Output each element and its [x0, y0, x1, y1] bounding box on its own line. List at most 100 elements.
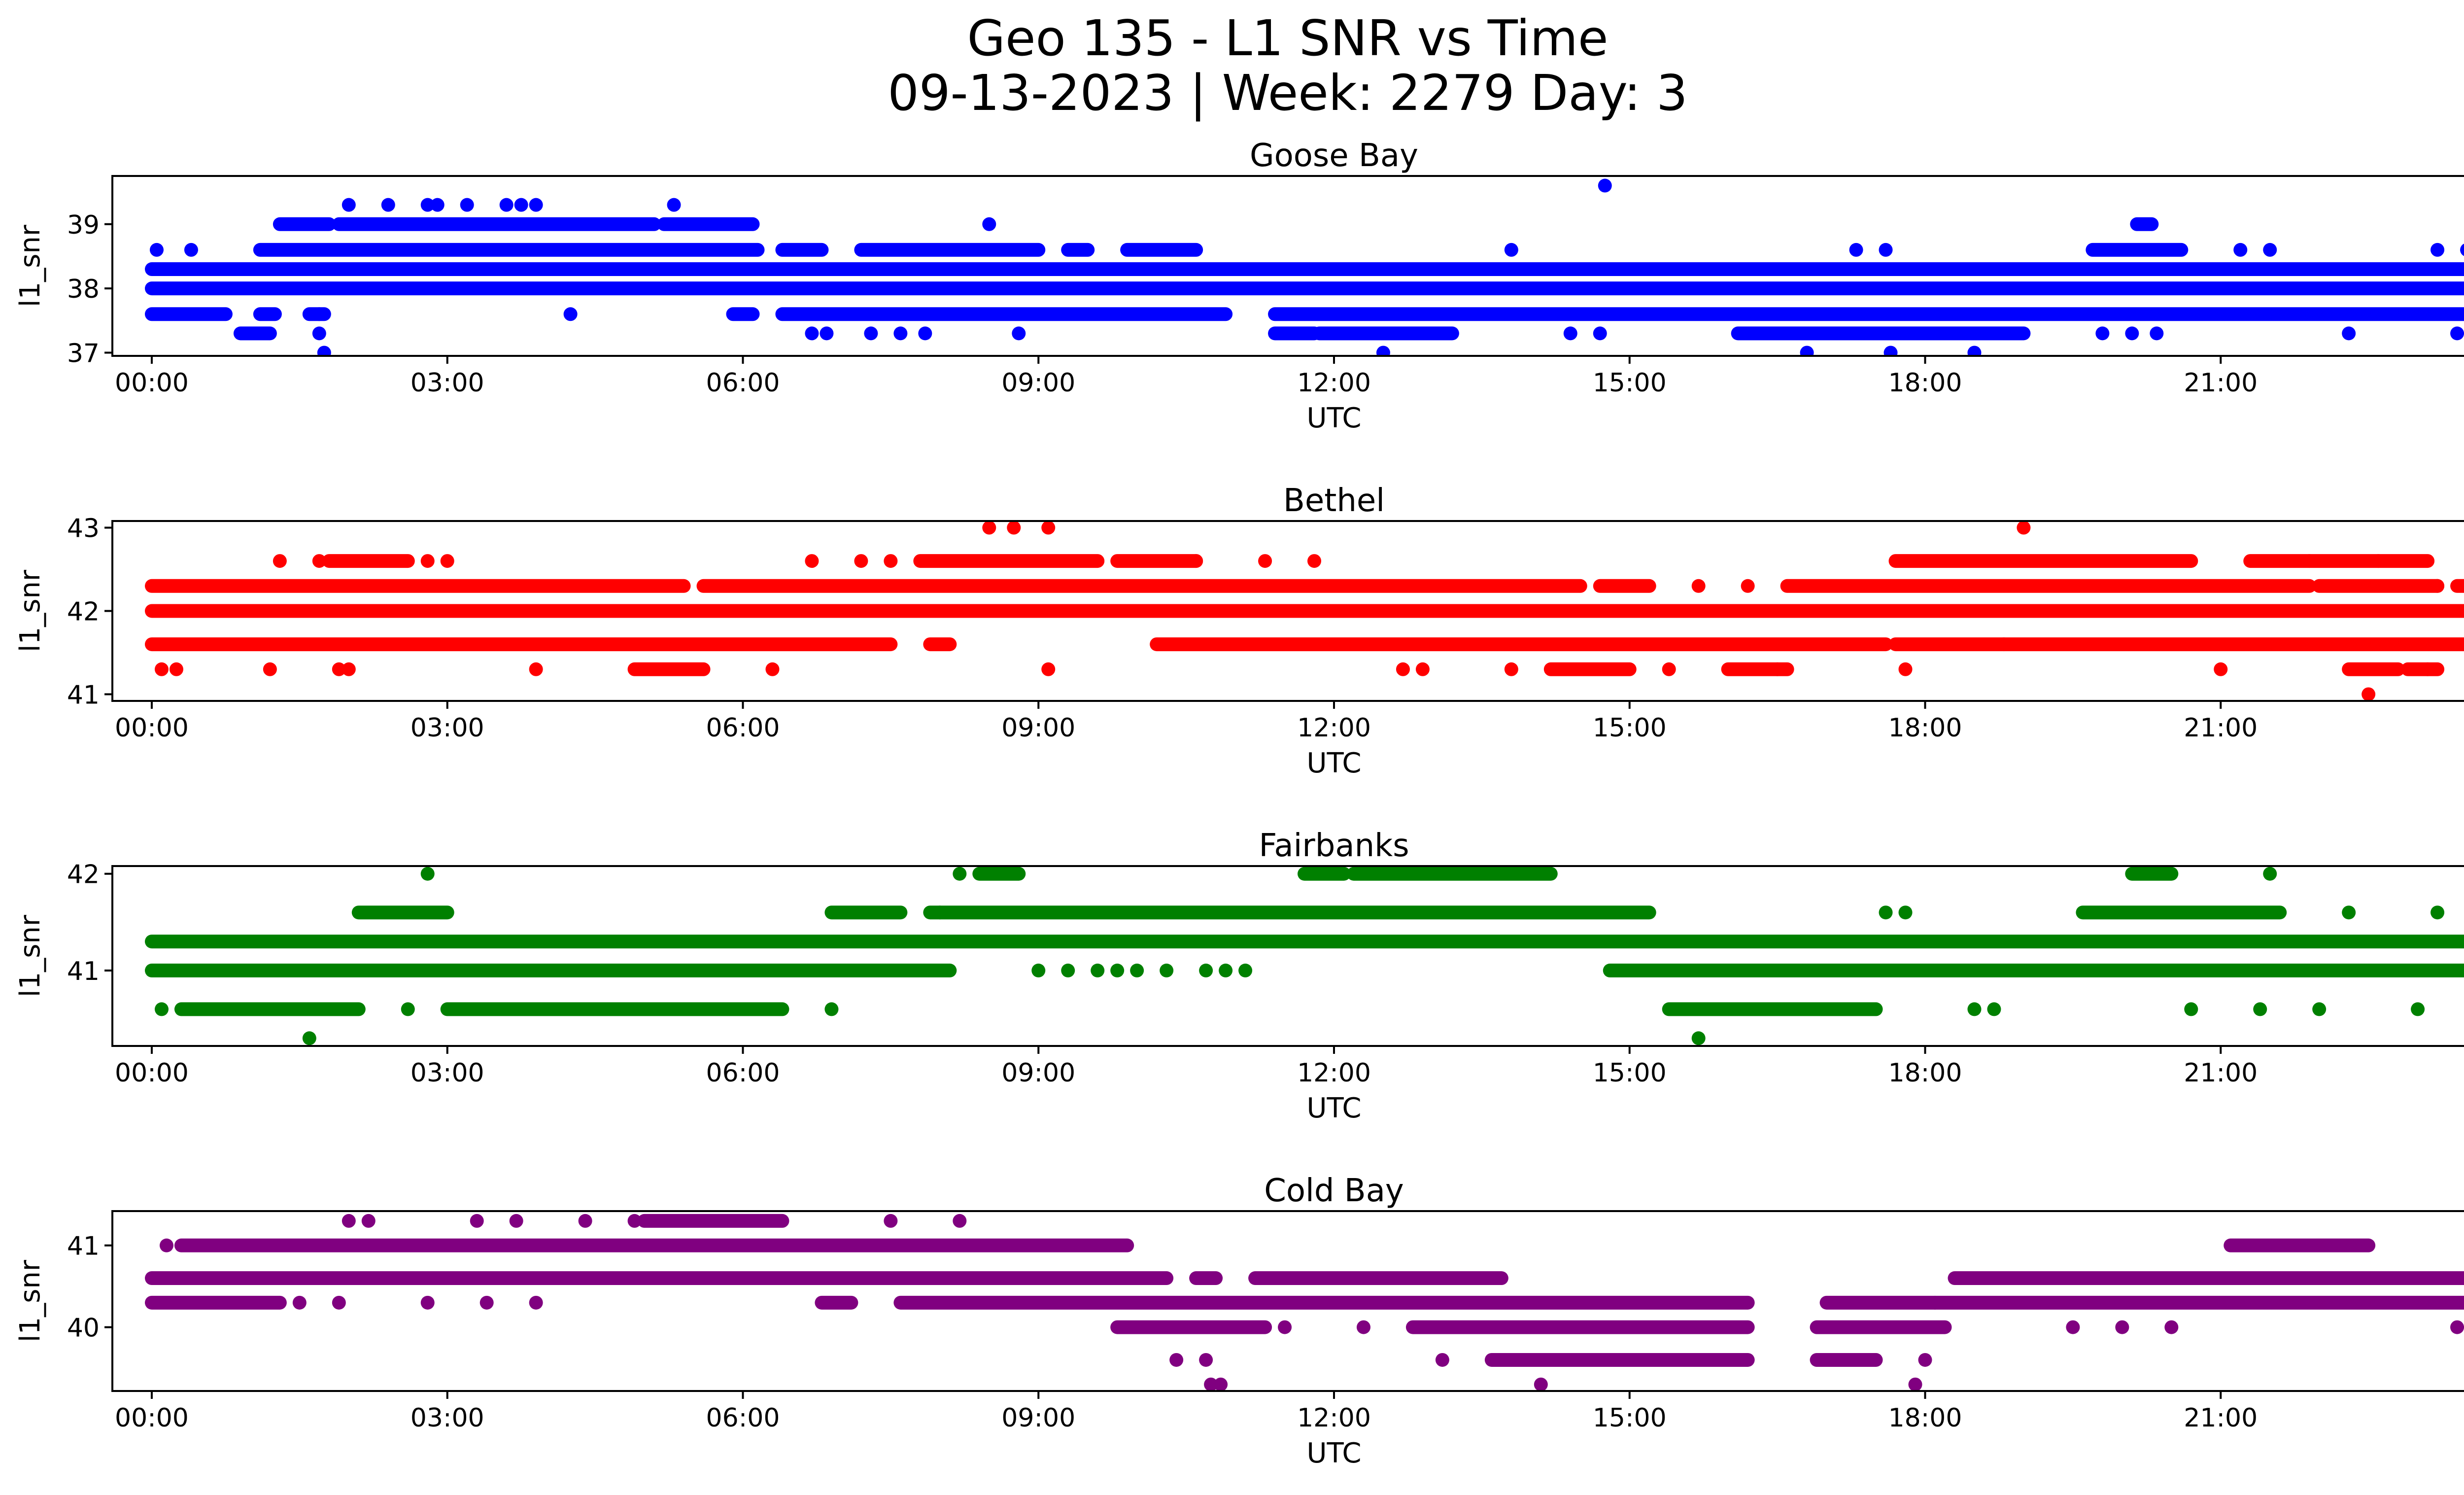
data-point — [1356, 1320, 1370, 1334]
y-tick-label: 37 — [67, 339, 100, 368]
x-tick-label: 06:00 — [706, 368, 780, 398]
data-point — [884, 1214, 898, 1228]
x-tick-label: 21:00 — [2184, 1403, 2258, 1433]
data-point — [1061, 963, 1075, 977]
data-point — [342, 198, 356, 212]
x-tick-label: 09:00 — [1001, 1403, 1075, 1433]
data-point — [302, 1031, 316, 1045]
data-point — [1169, 1353, 1184, 1367]
data-point — [2214, 662, 2228, 676]
x-tick-label: 09:00 — [1001, 368, 1075, 398]
data-point — [824, 1002, 839, 1016]
data-point — [884, 554, 898, 568]
data-point — [765, 662, 780, 676]
data-point — [1908, 1377, 1922, 1391]
subplot-title: Fairbanks — [1259, 828, 1409, 864]
x-axis-label: UTC — [1306, 1092, 1361, 1124]
data-point — [2066, 1320, 2080, 1334]
x-tick-label: 03:00 — [411, 1058, 484, 1088]
data-point — [184, 243, 198, 257]
x-tick-label: 06:00 — [706, 713, 780, 743]
data-point — [1199, 963, 1213, 977]
data-point — [1741, 579, 1755, 593]
y-tick-label: 42 — [67, 860, 100, 890]
data-point — [2421, 662, 2435, 676]
data-point — [1396, 662, 1410, 676]
data-point — [1041, 521, 1056, 535]
x-tick-label: 18:00 — [1888, 1058, 1962, 1088]
data-point — [1563, 326, 1577, 341]
subplot-title: Cold Bay — [1264, 1173, 1404, 1209]
data-point — [2125, 326, 2139, 341]
data-point — [982, 521, 996, 535]
y-tick-label: 40 — [67, 1314, 100, 1343]
data-point — [460, 198, 474, 212]
data-point — [529, 662, 543, 676]
data-point — [1819, 262, 1834, 277]
data-point — [263, 662, 277, 676]
x-tick-label: 03:00 — [411, 1403, 484, 1433]
x-tick-label: 21:00 — [2184, 713, 2258, 743]
x-tick-label: 03:00 — [411, 368, 484, 398]
data-point — [667, 198, 681, 212]
data-point — [312, 326, 326, 341]
data-point — [893, 326, 908, 341]
data-point — [381, 198, 395, 212]
data-point — [1130, 963, 1144, 977]
data-point — [401, 1002, 415, 1016]
data-point — [1898, 662, 1913, 676]
data-point — [2164, 1320, 2179, 1334]
x-axis-label: UTC — [1306, 402, 1361, 434]
data-point — [1238, 963, 1253, 977]
subplot-panels: Goose Bay 00:00 03:00 06:00 09:00 12:00 15:00 1… — [14, 138, 2464, 1469]
data-point — [563, 307, 578, 321]
data-point — [2312, 1002, 2327, 1016]
data-point — [149, 243, 164, 257]
data-point — [1278, 1320, 1292, 1334]
data-point — [1160, 963, 1174, 977]
data-point — [2233, 243, 2248, 257]
data-point — [1219, 963, 1233, 977]
x-tick-label: 09:00 — [1001, 1058, 1075, 1088]
x-tick-label: 00:00 — [115, 713, 189, 743]
subplot-goose-bay: Goose Bay 00:00 03:00 06:00 09:00 12:00 15:00 1… — [14, 138, 2464, 434]
data-point — [953, 1214, 967, 1228]
data-point — [1997, 637, 2011, 652]
x-tick-label: 06:00 — [706, 1403, 780, 1433]
data-point — [2017, 521, 2031, 535]
data-point — [509, 1214, 523, 1228]
data-point — [312, 554, 326, 568]
y-axis-label: l1_snr — [14, 914, 46, 997]
x-tick-label: 12:00 — [1297, 713, 1371, 743]
data-point — [1918, 1353, 1932, 1367]
x-axis-label: UTC — [1306, 1437, 1361, 1469]
y-tick-label: 38 — [67, 275, 100, 304]
x-tick-label: 12:00 — [1297, 368, 1371, 398]
data-point — [1691, 1031, 1706, 1045]
data-point — [1967, 346, 1982, 356]
data-point — [2430, 579, 2445, 593]
data-point — [1593, 326, 1607, 341]
x-tick-label: 00:00 — [115, 1058, 189, 1088]
data-point — [2115, 1320, 2129, 1334]
data-point — [292, 1295, 307, 1310]
x-tick-label: 18:00 — [1888, 713, 1962, 743]
x-tick-label: 12:00 — [1297, 1403, 1371, 1433]
data-point — [440, 554, 454, 568]
data-point — [1091, 963, 1105, 977]
data-point — [317, 346, 331, 356]
x-tick-label: 03:00 — [411, 713, 484, 743]
data-point — [2411, 1002, 2425, 1016]
data-point — [2342, 905, 2356, 920]
data-point — [953, 867, 967, 881]
data-point — [2430, 243, 2445, 257]
data-point — [1258, 554, 1272, 568]
x-tick-label: 09:00 — [1001, 713, 1075, 743]
x-tick-label: 00:00 — [115, 1403, 189, 1433]
data-point — [1307, 554, 1322, 568]
data-point — [1898, 905, 1913, 920]
data-point — [1849, 243, 1863, 257]
data-point — [499, 198, 513, 212]
x-tick-label: 18:00 — [1888, 368, 1962, 398]
x-tick-label: 06:00 — [706, 1058, 780, 1088]
